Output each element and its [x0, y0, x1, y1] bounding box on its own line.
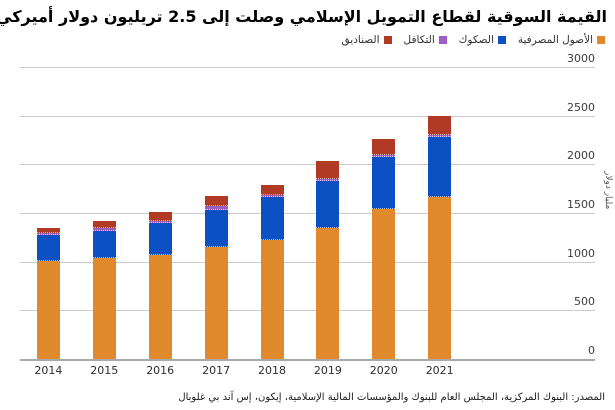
segment-funds-2018 — [260, 184, 284, 196]
legend-item-sukuk: الصكوك — [459, 34, 506, 46]
segment-takaful-2016 — [148, 220, 172, 224]
gridline-0 — [20, 359, 595, 361]
segment-takaful-2014 — [36, 232, 60, 236]
segment-takaful-2018 — [260, 195, 284, 198]
segment-sukuk-2018 — [260, 197, 284, 241]
segment-funds-2021 — [428, 116, 452, 135]
segment-sukuk-2017 — [204, 210, 228, 248]
plot-area: 0 500 1000 1500 2000 2500 3000 2014 2015 2016 2017… — [20, 52, 595, 379]
x-tick-label-2016: 2016 — [146, 364, 175, 377]
legend-swatch-funds-icon — [383, 36, 392, 44]
bar-2016 — [148, 211, 172, 359]
segment-takaful-2020 — [372, 154, 396, 158]
legend-item-takaful: التكافل — [404, 34, 447, 46]
bar-2018 — [260, 184, 284, 359]
segment-sukuk-2016 — [148, 223, 172, 256]
source-note: المصدر: البنوك المركزية، المجلس العام لل… — [178, 392, 605, 403]
segment-sukuk-2019 — [316, 180, 340, 228]
segment-banking_assets-2016 — [148, 255, 172, 359]
x-tick-label-2020: 2020 — [369, 364, 398, 377]
segment-takaful-2015 — [92, 228, 116, 231]
segment-sukuk-2021 — [428, 137, 452, 197]
y-tick-label-2500: 2500 — [567, 100, 595, 114]
x-tick-label-2021: 2021 — [425, 364, 454, 377]
y-tick-label-1500: 1500 — [567, 198, 595, 211]
segment-sukuk-2020 — [372, 157, 396, 210]
legend-swatch-banking_assets-icon — [597, 36, 605, 44]
gridline-2500 — [20, 115, 595, 117]
segment-funds-2014 — [36, 227, 60, 233]
legend: الأصول المصرفية الصكوك التكافل الصناديق — [0, 26, 615, 46]
segment-banking_assets-2020 — [372, 209, 396, 359]
segment-funds-2019 — [316, 160, 340, 179]
x-tick-label-2017: 2017 — [202, 364, 231, 377]
gridline-1000 — [20, 261, 595, 263]
segment-takaful-2021 — [428, 134, 452, 138]
y-tick-label-3000: 3000 — [567, 52, 595, 65]
segment-funds-2020 — [372, 139, 396, 155]
legend-label-sukuk: الصكوك — [458, 34, 494, 46]
segment-funds-2015 — [92, 221, 116, 229]
segment-banking_assets-2014 — [36, 260, 60, 359]
y-tick-label-1000: 1000 — [567, 246, 595, 260]
x-tick-label-2015: 2015 — [90, 364, 119, 377]
bar-2014 — [36, 227, 60, 359]
segment-banking_assets-2018 — [260, 240, 284, 359]
legend-item-funds: الصناديق — [342, 34, 392, 46]
bar-2019 — [316, 160, 340, 359]
segment-banking_assets-2021 — [428, 196, 452, 359]
bar-2020 — [372, 139, 396, 359]
segment-banking_assets-2019 — [316, 227, 340, 359]
legend-swatch-takaful-icon — [438, 36, 447, 44]
x-tick-label-2019: 2019 — [313, 364, 342, 377]
segment-banking_assets-2015 — [92, 257, 116, 359]
legend-swatch-sukuk-icon — [497, 36, 506, 44]
legend-label-funds: الصناديق — [341, 34, 380, 46]
gridline-1500 — [20, 213, 595, 214]
gridline-2000 — [20, 164, 595, 166]
segment-funds-2017 — [204, 195, 228, 207]
segment-sukuk-2014 — [36, 235, 60, 261]
y-axis-title: مليار دولار — [603, 171, 613, 210]
segment-sukuk-2015 — [92, 230, 116, 258]
y-tick-label-0: 0 — [588, 344, 595, 357]
gridline-3000 — [20, 67, 595, 68]
legend-label-banking_assets: الأصول المصرفية — [517, 34, 593, 46]
stacked-bar-chart: 0 500 1000 1500 2000 2500 3000 2014 2015 2016 2017… — [0, 52, 615, 379]
segment-takaful-2019 — [316, 178, 340, 181]
chart-title: القيمة السوقية لقطاع التمويل الإسلامي وص… — [0, 7, 607, 26]
x-tick-label-2014: 2014 — [34, 364, 63, 377]
segment-funds-2016 — [148, 211, 172, 221]
y-tick-label-500: 500 — [574, 295, 595, 309]
y-tick-label-2000: 2000 — [567, 149, 595, 163]
segment-takaful-2017 — [204, 206, 228, 211]
bar-2021 — [428, 116, 452, 359]
gridline-500 — [20, 310, 595, 312]
legend-item-banking_assets: الأصول المصرفية — [518, 34, 605, 46]
legend-label-takaful: التكافل — [403, 34, 435, 46]
bar-2015 — [92, 221, 116, 359]
segment-banking_assets-2017 — [204, 247, 228, 359]
x-tick-label-2018: 2018 — [258, 364, 286, 377]
bar-2017 — [204, 195, 228, 359]
